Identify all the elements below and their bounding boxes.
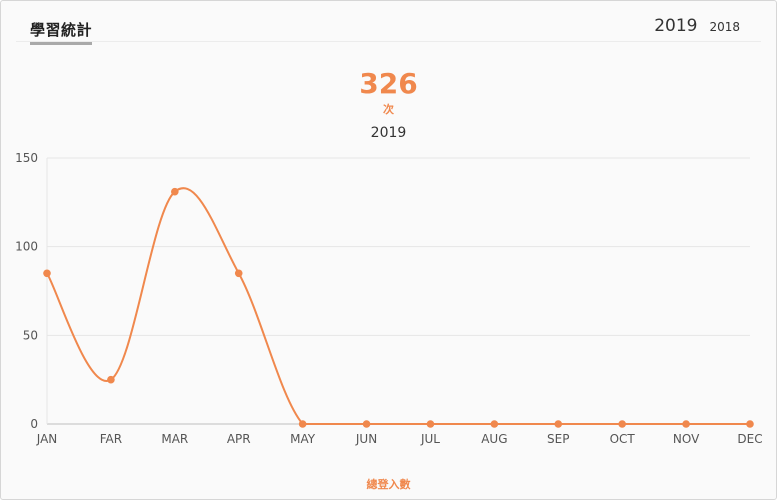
data-point-dec — [746, 420, 754, 428]
data-point-jun — [362, 420, 371, 428]
data-point-far — [107, 375, 115, 384]
x-tick-label-dec: DEC — [737, 432, 762, 446]
x-tick-label-may: MAY — [290, 432, 316, 446]
y-tick-label-0: 0 — [30, 417, 38, 431]
total-count: 326 — [359, 67, 418, 100]
x-tick-label-apr: APR — [227, 432, 251, 446]
chart-footer-label: 總登入數 — [366, 478, 411, 491]
data-point-oct — [618, 420, 626, 428]
data-point-jul — [426, 420, 435, 428]
data-point-sep — [554, 420, 563, 428]
year-tab-2018[interactable]: 2018 — [709, 20, 740, 34]
chart-title: 2019 — [370, 125, 407, 141]
data-point-apr — [234, 269, 243, 278]
x-tick-label-aug: AUG — [481, 432, 507, 446]
x-tick-label-mar: MAR — [161, 432, 188, 446]
year-tab-2019[interactable]: 2019 — [654, 16, 698, 36]
data-point-jan — [43, 269, 51, 278]
x-tick-label-nov: NOV — [673, 432, 700, 446]
x-tick-label-jan: JAN — [36, 432, 58, 446]
x-tick-label-jun: JUN — [355, 432, 377, 446]
x-tick-label-sep: SEP — [547, 432, 569, 446]
series-line-0 — [46, 187, 750, 425]
total-unit: 次 — [383, 103, 394, 116]
x-tick-label-oct: OCT — [610, 432, 636, 446]
y-tick-label-50: 50 — [23, 328, 38, 342]
data-point-aug — [490, 420, 499, 428]
x-tick-label-far: FAR — [100, 432, 122, 446]
card-title: 學習統計 — [30, 19, 93, 45]
data-point-nov — [682, 420, 690, 428]
data-point-may — [298, 420, 307, 428]
year-tabs: 2019 2018 — [654, 16, 740, 36]
x-tick-label-jul: JUL — [420, 432, 440, 446]
y-tick-label-150: 150 — [15, 151, 38, 165]
data-point-mar — [171, 187, 179, 196]
y-tick-label-100: 100 — [15, 240, 38, 254]
card-header: 學習統計 2019 2018 — [16, 1, 761, 45]
